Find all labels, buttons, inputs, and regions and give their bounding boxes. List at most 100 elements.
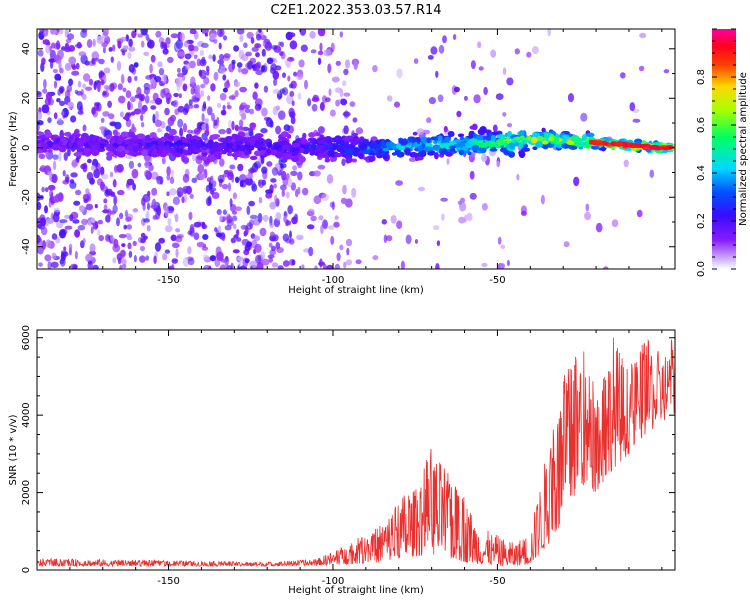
spectrogram-cell [162, 87, 170, 96]
spectrogram-cell [446, 158, 450, 165]
spectrogram-cell [547, 29, 552, 37]
spectrogram-cell [88, 140, 97, 145]
spectrogram-cell [246, 205, 251, 215]
spectrogram-cell [182, 257, 190, 267]
spectrogram-cell [98, 58, 105, 65]
spectrogram-cell [107, 208, 112, 217]
spectrogram-cell [177, 67, 181, 73]
y-tick-label: -40 [21, 239, 32, 255]
spectrogram-cell [287, 57, 295, 62]
spectrogram-cell [286, 177, 293, 188]
spectrogram-cell [177, 72, 184, 78]
spectrogram-cell [322, 219, 328, 230]
spectrogram-cell [223, 53, 231, 59]
spectrogram-cell [235, 229, 240, 236]
spectrogram-cell [381, 219, 387, 225]
spectrogram-cell [273, 78, 278, 87]
spectrogram-cell [442, 35, 447, 44]
spectrogram-cell [142, 202, 146, 211]
spectrogram-cell [283, 215, 287, 223]
spectrogram-cell [249, 214, 258, 220]
spectrogram-cell [199, 49, 205, 57]
spectrogram-cell [496, 160, 501, 168]
spectrogram-cell [213, 71, 219, 81]
spectrogram-cell [519, 151, 526, 158]
spectrogram-cell [103, 204, 108, 211]
spectrogram-cell [145, 75, 153, 80]
spectrogram-cell [204, 129, 210, 136]
spectrogram-cell [215, 154, 222, 160]
spectrogram-cell [132, 183, 137, 191]
spectrogram-cell [209, 33, 218, 40]
spectrogram-cell [281, 189, 285, 197]
spectrogram-cell [248, 200, 256, 207]
spectrogram-cell [70, 263, 78, 269]
spectrogram-cell [432, 144, 441, 151]
spectrogram-cell [82, 93, 87, 101]
spectrogram-cell [319, 102, 325, 111]
spectrogram-cell [186, 143, 191, 147]
spectrogram-cell [113, 195, 118, 206]
spectrogram-cell [121, 50, 126, 56]
spectrogram-cell [508, 151, 515, 158]
spectrogram-cell [96, 229, 101, 237]
spectrogram-cell [156, 206, 161, 216]
spectrogram-cell [306, 224, 315, 230]
spectrogram-cell [52, 144, 58, 150]
spectrogram-cell [282, 260, 290, 267]
spectrogram-cell [396, 151, 402, 157]
spectrogram-cell [187, 258, 195, 266]
spectrogram-cell [74, 229, 81, 238]
spectrogram-cell [41, 138, 46, 143]
spectrogram-cell [58, 59, 62, 70]
spectrogram-cell [165, 37, 171, 45]
spectrogram-cell [457, 200, 462, 205]
spectrogram-cell [112, 135, 120, 140]
spectrogram-cell [271, 45, 278, 50]
spectrogram-cell [109, 171, 114, 178]
spectrogram-cell [39, 29, 44, 34]
spectrogram-cell [345, 147, 353, 155]
spectrogram-cell [84, 60, 90, 66]
spectrogram-cell [42, 31, 49, 37]
spectrogram-cell [595, 142, 602, 146]
spectrogram-cell [385, 141, 395, 147]
spectrogram-cell [228, 63, 235, 73]
spectrogram-cell [272, 58, 278, 64]
spectrogram-cell [432, 225, 440, 231]
spectrogram-cell [275, 242, 281, 250]
spectrogram-cell [50, 29, 57, 35]
spectrogram-cell [53, 112, 58, 120]
spectrogram-cell [542, 140, 549, 145]
spectrogram-cell [164, 107, 170, 116]
spectrogram-cell [131, 30, 137, 39]
spectrogram-cell [519, 135, 525, 139]
spectrogram-cell [218, 128, 227, 135]
spectrogram-cell [208, 54, 213, 60]
spectrogram-cell [68, 243, 73, 250]
spectrogram-cell [201, 123, 208, 132]
spectrogram-cell [481, 262, 488, 268]
spectrogram-cell [237, 256, 244, 262]
spectrogram-cell [167, 217, 172, 226]
spectrogram-cell [128, 38, 133, 47]
spectrogram-cell [97, 82, 101, 93]
spectrogram-cell [37, 91, 42, 95]
spectrogram-cell [479, 140, 485, 149]
spectrogram-cell [137, 162, 142, 168]
spectrogram-cell [229, 164, 236, 170]
spectrogram-cell [235, 144, 241, 149]
spectrogram-cell [182, 123, 188, 133]
spectrogram-cell [217, 59, 225, 65]
spectrogram-cell [83, 198, 89, 203]
y-tick-label: 4000 [21, 402, 32, 427]
spectrogram-cell [166, 97, 171, 105]
spectrogram-cell [243, 42, 248, 49]
spectrogram-cell [68, 78, 74, 86]
spectrogram-cell [140, 40, 145, 48]
spectrogram-cell [70, 115, 77, 123]
spectrogram-cell [37, 234, 41, 244]
spectrogram-cell [291, 216, 298, 225]
spectrogram-cell [131, 145, 141, 153]
spectrogram-cell [241, 68, 249, 75]
